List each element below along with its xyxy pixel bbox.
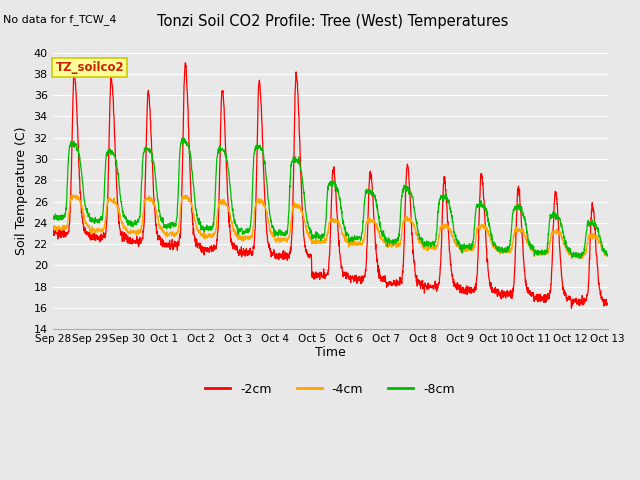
X-axis label: Time: Time — [315, 346, 346, 359]
Text: TZ_soilco2: TZ_soilco2 — [56, 61, 124, 74]
Legend: -2cm, -4cm, -8cm: -2cm, -4cm, -8cm — [200, 378, 460, 401]
Text: Tonzi Soil CO2 Profile: Tree (West) Temperatures: Tonzi Soil CO2 Profile: Tree (West) Temp… — [157, 14, 509, 29]
Text: No data for f_TCW_4: No data for f_TCW_4 — [3, 14, 116, 25]
Y-axis label: Soil Temperature (C): Soil Temperature (C) — [15, 127, 28, 255]
